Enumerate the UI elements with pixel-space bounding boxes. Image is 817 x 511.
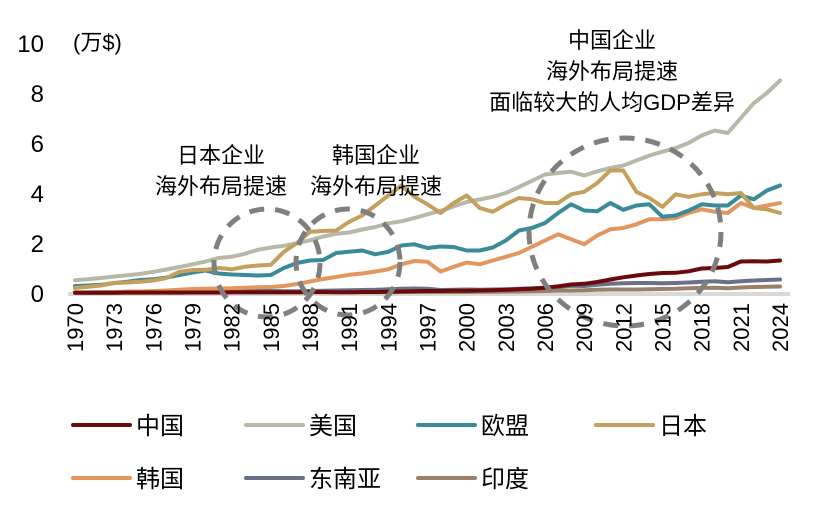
x-tick-label: 2006: [533, 303, 558, 352]
x-tick-label: 2018: [690, 303, 715, 352]
annotation-text: 日本企业: [177, 143, 265, 168]
y-tick-label: 6: [31, 131, 44, 158]
series-line-1: [73, 78, 782, 283]
x-tick-label: 1997: [416, 303, 441, 352]
x-tick-label: 2009: [572, 303, 597, 352]
legend-label: 韩国: [136, 466, 184, 493]
legend-item: 韩国: [71, 466, 184, 493]
legend-item: 印度: [416, 466, 529, 493]
y-tick-label: 10: [17, 31, 44, 58]
highlight-circle-2: [526, 135, 724, 329]
legend-label: 中国: [136, 413, 184, 440]
y-tick-label: 0: [31, 281, 44, 308]
y-tick-label: 2: [31, 231, 44, 258]
legend-item: 东南亚: [244, 466, 381, 493]
annotation-text: 海外布局提速: [155, 174, 287, 199]
x-tick-label: 1976: [141, 303, 166, 352]
legend-item: 中国: [71, 413, 184, 440]
legend-item: 日本: [594, 413, 707, 440]
annotation-text: 海外布局提速: [310, 174, 442, 199]
legend-item: 欧盟: [416, 413, 529, 440]
x-tick-label: 1994: [376, 303, 401, 352]
x-tick-label: 2012: [611, 303, 636, 352]
x-tick-label: 2000: [455, 303, 480, 352]
series-line-4: [73, 201, 782, 295]
x-tick-label: 2024: [768, 303, 793, 352]
annotation-text: 海外布局提速: [546, 59, 678, 84]
x-tick-label: 1982: [220, 303, 245, 352]
series-line-2: [73, 183, 782, 288]
x-tick-label: 1979: [181, 303, 206, 352]
highlight-circle-1: [293, 206, 403, 318]
highlight-circle-0: [211, 206, 323, 320]
x-tick-label: 1985: [259, 303, 284, 352]
y-axis: 0 2 4 6 8 10: [17, 31, 44, 308]
x-tick-label: 1973: [102, 303, 127, 352]
series-line-0: [73, 258, 782, 295]
x-tick-label: 1988: [298, 303, 323, 352]
x-tick-label: 1970: [63, 303, 88, 352]
annotation-text: 面临较大的人均GDP差异: [489, 90, 735, 115]
x-tick-label: 2015: [651, 303, 676, 352]
annotation-text: 韩国企业: [332, 143, 420, 168]
legend-item: 美国: [244, 413, 357, 440]
annotations: 日本企业海外布局提速韩国企业海外布局提速中国企业海外布局提速面临较大的人均GDP…: [155, 28, 735, 199]
x-tick-label: 2003: [494, 303, 519, 352]
annotation-text: 中国企业: [568, 28, 656, 53]
y-tick-label: 4: [31, 181, 44, 208]
legend-label: 印度: [481, 466, 529, 493]
series-line-3: [73, 168, 782, 290]
legend-label: 欧盟: [481, 413, 529, 440]
x-axis: 1970 1973 1976 1979 1982 1985 1988 1991 1994 1997…: [63, 303, 793, 352]
x-tick-label: 2021: [729, 303, 754, 352]
y-unit-label: (万$): [73, 30, 122, 55]
legend-label: 东南亚: [309, 466, 381, 493]
legend-label: 美国: [309, 413, 357, 440]
series-layer: [73, 78, 782, 295]
highlight-circles: [211, 135, 724, 329]
x-tick-label: 1991: [337, 303, 362, 352]
y-tick-label: 8: [31, 81, 44, 108]
legend-label: 日本: [659, 413, 707, 440]
